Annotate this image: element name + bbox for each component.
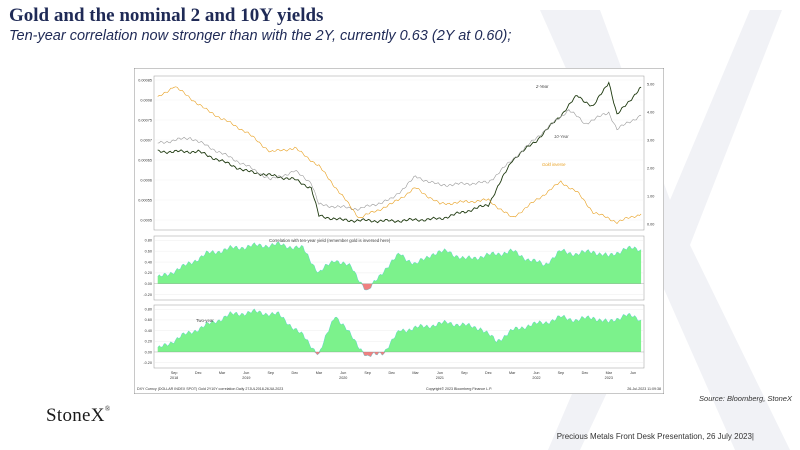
x-tick-month: Sep — [171, 371, 178, 375]
label-two-year: 2-Year — [535, 84, 549, 89]
x-tick-year: 2022 — [532, 376, 540, 380]
ten-year-corr-tick-label: 0.20 — [145, 271, 152, 275]
x-tick-month: Jun — [630, 371, 636, 375]
ten-year-corr-positive-area — [157, 241, 642, 284]
x-tick-month: Mar — [606, 371, 613, 375]
slide-title: Gold and the nominal 2 and 10Y yields — [9, 5, 324, 26]
two-year-corr-tick-label: 0.80 — [145, 308, 152, 312]
two-year-corr-tick-label: -0.20 — [143, 361, 152, 365]
footer-bar-center: Copyright© 2023 Bloomberg Finance L.P. — [426, 387, 492, 391]
label-gold-inverse: Gold inverse — [542, 162, 566, 167]
left-tick-label: 0.00065 — [138, 158, 152, 162]
two-year-corr-tick-label: 0.20 — [145, 340, 152, 344]
two-year-corr-positive-area — [157, 308, 642, 352]
x-tick-year: 2019 — [242, 376, 250, 380]
ten-year-corr-tick-label: 0.60 — [145, 249, 152, 253]
ten-year-corr-tick-label: 0.80 — [145, 239, 152, 243]
footer-bar-right: 26-Jul-2023 11:09:38 — [627, 387, 661, 391]
ten-year-corr-edge-line — [157, 241, 642, 291]
ten-year-corr-tick-label: 0.00 — [145, 282, 152, 286]
x-tick-month: Dec — [485, 371, 492, 375]
left-tick-label: 0.0008 — [140, 98, 152, 102]
right-tick-label: 5.00 — [647, 83, 654, 87]
left-tick-label: 0.0007 — [140, 138, 152, 142]
ten-year-corr-tick-label: -0.20 — [143, 293, 152, 297]
x-tick-year: 2018 — [170, 376, 178, 380]
two-year-corr-edge-line — [157, 308, 642, 357]
x-tick-month: Sep — [267, 371, 274, 375]
x-tick-year: 2021 — [436, 376, 444, 380]
two-year-corr-tick-label: 0.00 — [145, 350, 152, 354]
footer-text: Precious Metals Front Desk Presentation,… — [556, 432, 754, 441]
left-tick-label: 0.0006 — [140, 178, 152, 182]
trademark-icon: ® — [104, 405, 111, 413]
bloomberg-chart: 0.00085 0.0008 0.00075 0.0007 0.00065 0.0006 0… — [134, 68, 664, 394]
x-tick-month: Dec — [195, 371, 202, 375]
x-tick-year: 2020 — [339, 376, 347, 380]
x-tick-month: Dec — [582, 371, 589, 375]
x-tick-month: Sep — [558, 371, 565, 375]
slide-subtitle: Ten-year correlation now stronger than w… — [9, 28, 512, 44]
source-note: Source: Bloomberg, StoneX — [699, 394, 792, 403]
x-tick-month: Mar — [316, 371, 323, 375]
x-tick-month: Mar — [219, 371, 226, 375]
right-tick-label: 0.00 — [647, 223, 654, 227]
left-tick-label: 0.00075 — [138, 118, 152, 122]
two-year-corr-frame — [153, 304, 645, 369]
ten-year-corr-tick-label: 0.40 — [145, 260, 152, 264]
right-tick-label: 1.00 — [647, 195, 654, 199]
x-tick-month: Sep — [461, 371, 468, 375]
logo-text: StoneX — [46, 405, 105, 426]
x-tick-month: Jun — [340, 371, 346, 375]
ten-year-corr-title: Correlation with ten-year yield (remembe… — [269, 238, 391, 243]
label-ten-year: 10-Year — [554, 134, 569, 139]
two-year-corr-tick-label: 0.60 — [145, 318, 152, 322]
right-tick-label: 3.00 — [647, 139, 654, 143]
stonex-logo: StoneX® — [46, 405, 110, 427]
gold-inverse-line — [157, 86, 642, 225]
footer-bar-left: DXY Curncy (DOLLAR INDEX SPOT) Gold 2Y10… — [137, 387, 283, 391]
ten-year-corr-frame — [153, 235, 645, 301]
x-tick-month: Jun — [437, 371, 443, 375]
right-tick-label: 4.00 — [647, 111, 654, 115]
two-year-corr-tick-label: 0.40 — [145, 329, 152, 333]
x-tick-month: Dec — [388, 371, 395, 375]
top-panel-frame — [153, 75, 645, 231]
left-tick-label: 0.00085 — [138, 78, 152, 82]
left-tick-label: 0.0005 — [140, 218, 152, 222]
x-tick-month: Jun — [534, 371, 540, 375]
x-tick-month: Jun — [243, 371, 249, 375]
x-tick-month: Dec — [292, 371, 299, 375]
x-tick-month: Sep — [364, 371, 371, 375]
left-tick-label: 0.00055 — [138, 198, 152, 202]
x-tick-month: Mar — [412, 371, 419, 375]
two-year-corr-title: Two-year — [196, 318, 214, 323]
x-tick-year: 2023 — [605, 376, 613, 380]
ten-year-line — [157, 109, 642, 211]
x-tick-month: Mar — [509, 371, 516, 375]
right-tick-label: 2.00 — [647, 167, 654, 171]
